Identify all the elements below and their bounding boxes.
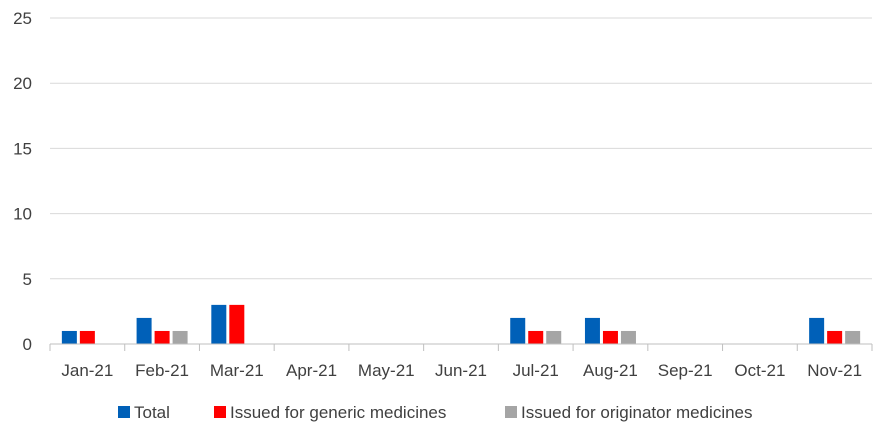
bar bbox=[809, 317, 825, 344]
y-tick-label: 0 bbox=[23, 335, 32, 354]
legend-label: Issued for generic medicines bbox=[230, 403, 446, 422]
bar bbox=[79, 330, 95, 344]
y-tick-label: 15 bbox=[13, 139, 32, 158]
legend-label: Total bbox=[134, 403, 170, 422]
y-tick-label: 20 bbox=[13, 74, 32, 93]
bar bbox=[827, 330, 843, 344]
legend-label: Issued for originator medicines bbox=[521, 403, 753, 422]
x-tick-label: Sep-21 bbox=[658, 361, 713, 380]
bar bbox=[172, 330, 188, 344]
x-tick-label: Aug-21 bbox=[583, 361, 638, 380]
legend-swatch bbox=[505, 406, 517, 418]
legend-item: Issued for generic medicines bbox=[214, 403, 446, 422]
x-tick-label: Oct-21 bbox=[734, 361, 785, 380]
legend-item: Total bbox=[118, 403, 170, 422]
bar bbox=[211, 304, 227, 344]
y-tick-label: 10 bbox=[13, 205, 32, 224]
x-tick-label: Jul-21 bbox=[513, 361, 559, 380]
legend: Total Issued for generic medicines Issued … bbox=[118, 403, 753, 422]
y-tick-label: 25 bbox=[13, 9, 32, 28]
x-tick-label: May-21 bbox=[358, 361, 415, 380]
bar bbox=[602, 330, 618, 344]
bar bbox=[845, 330, 861, 344]
gridlines bbox=[50, 17, 872, 280]
legend-swatch bbox=[214, 406, 226, 418]
bar bbox=[136, 317, 152, 344]
bar bbox=[510, 317, 526, 344]
bar bbox=[528, 330, 544, 344]
x-tick-label: Jun-21 bbox=[435, 361, 487, 380]
x-tick-label: Jan-21 bbox=[61, 361, 113, 380]
y-axis-ticks: 0 5 10 15 20 25 bbox=[13, 9, 32, 354]
x-axis bbox=[49, 343, 873, 351]
bar bbox=[584, 317, 600, 344]
x-tick-label: Feb-21 bbox=[135, 361, 189, 380]
legend-item: Issued for originator medicines bbox=[505, 403, 753, 422]
bar bbox=[61, 330, 77, 344]
x-axis-ticks: Jan-21 Feb-21 Mar-21 Apr-21 May-21 Jun-21 Jul-… bbox=[61, 361, 862, 380]
bar bbox=[546, 330, 562, 344]
bar bbox=[229, 304, 245, 344]
legend-swatch bbox=[118, 406, 130, 418]
y-tick-label: 5 bbox=[23, 270, 32, 289]
x-tick-label: Nov-21 bbox=[807, 361, 862, 380]
x-tick-label: Apr-21 bbox=[286, 361, 337, 380]
bars bbox=[61, 304, 861, 344]
bar bbox=[620, 330, 636, 344]
x-tick-label: Mar-21 bbox=[210, 361, 264, 380]
bar bbox=[154, 330, 170, 344]
